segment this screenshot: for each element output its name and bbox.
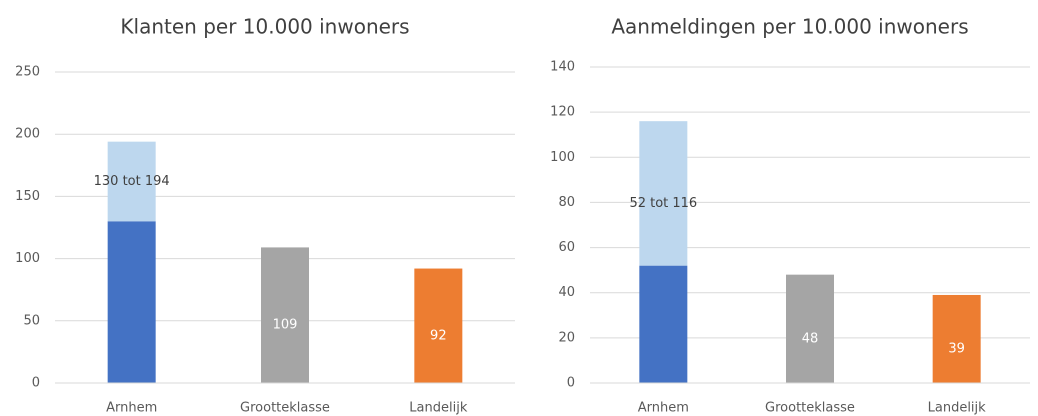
y-tick-label: 0 <box>567 376 575 391</box>
y-tick-label: 20 <box>558 330 575 345</box>
y-tick-label: 250 <box>15 65 40 80</box>
range-label: 52 tot 116 <box>629 196 697 211</box>
y-tick-label: 40 <box>558 285 575 300</box>
y-tick-label: 100 <box>15 251 40 266</box>
chart-title: Aanmeldingen per 10.000 inwoners <box>611 15 968 39</box>
bar-segment <box>639 121 688 266</box>
x-tick-label: Grootteklasse <box>765 401 855 416</box>
bar-segment <box>639 265 688 383</box>
range-label: 130 tot 194 <box>94 174 170 189</box>
x-tick-label: Arnhem <box>106 401 157 416</box>
data-label: 92 <box>430 328 447 343</box>
y-tick-label: 80 <box>558 195 575 210</box>
bar-segment <box>107 141 156 222</box>
y-tick-label: 200 <box>15 127 40 142</box>
y-tick-label: 140 <box>550 60 575 75</box>
y-tick-label: 120 <box>550 105 575 120</box>
y-tick-label: 150 <box>15 189 40 204</box>
x-tick-label: Grootteklasse <box>240 401 330 416</box>
bar-segment <box>261 247 309 383</box>
x-tick-label: Arnhem <box>638 401 689 416</box>
bar-segment <box>786 274 834 383</box>
x-tick-label: Landelijk <box>928 401 987 416</box>
bar-segment <box>932 294 981 383</box>
y-tick-label: 50 <box>23 313 40 328</box>
data-label: 48 <box>802 331 819 346</box>
data-label: 109 <box>273 318 298 333</box>
chart-title: Klanten per 10.000 inwoners <box>120 15 409 39</box>
y-tick-label: 60 <box>558 240 575 255</box>
data-label: 39 <box>948 341 965 356</box>
y-tick-label: 100 <box>550 150 575 165</box>
bar-segment <box>107 221 156 383</box>
bar-segment <box>414 268 463 383</box>
y-tick-label: 0 <box>32 376 40 391</box>
x-tick-label: Landelijk <box>409 401 468 416</box>
